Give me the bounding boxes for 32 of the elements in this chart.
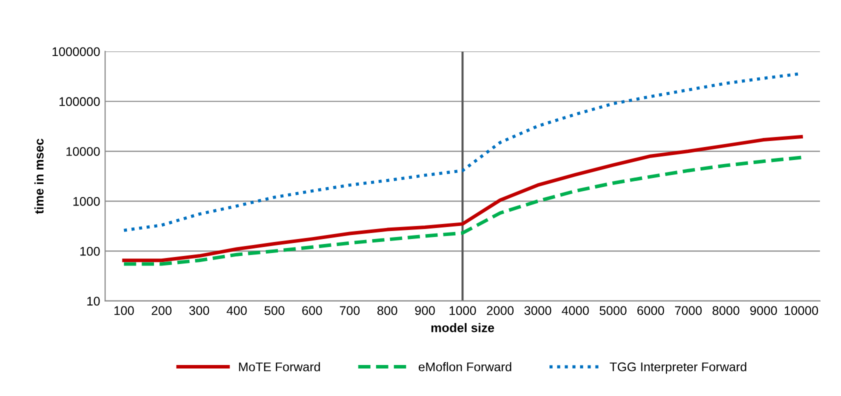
x-tick-label: 1000 — [450, 306, 476, 316]
x-tick-label: 7000 — [675, 306, 702, 316]
legend-label: MoTE Forward — [239, 362, 320, 372]
line-series — [122, 156, 803, 266]
x-tick-label: 6000 — [637, 306, 664, 316]
y-tick-label: 100000 — [60, 97, 100, 106]
x-axis-title: model size — [431, 323, 494, 332]
x-tick-label: 400 — [226, 306, 247, 316]
y-tick-label: 1000000 — [52, 47, 100, 56]
x-tick-label: 700 — [340, 306, 360, 316]
x-tick-label: 800 — [377, 306, 398, 316]
y-tick-label: 10000 — [66, 147, 100, 156]
y-tick-label: 10 — [87, 296, 100, 306]
x-tick-label: 8000 — [712, 306, 740, 316]
y-tick-label: 1000 — [73, 196, 100, 206]
x-tick-label: 3000 — [524, 306, 552, 316]
legend-label: TGG Interpreter Forward — [610, 362, 746, 374]
x-tick-label: 600 — [302, 306, 322, 316]
x-tick-label: 200 — [152, 306, 172, 316]
x-tick-label: 300 — [189, 306, 210, 316]
x-tick-label: 100 — [114, 306, 134, 316]
x-tick-label: 5000 — [600, 306, 626, 316]
x-tick-label: 4000 — [562, 306, 589, 316]
y-axis-title: time in msec — [34, 138, 44, 214]
line-series — [122, 135, 803, 262]
y-tick-label: 100 — [80, 246, 100, 256]
x-tick-label: 900 — [415, 306, 435, 316]
x-tick-label: 2000 — [486, 306, 514, 316]
legend-label: eMoflon Forward — [418, 362, 512, 372]
x-tick-label: 9000 — [750, 306, 777, 316]
x-tick-label: 10000 — [784, 306, 818, 316]
x-tick-label: 500 — [264, 306, 284, 316]
